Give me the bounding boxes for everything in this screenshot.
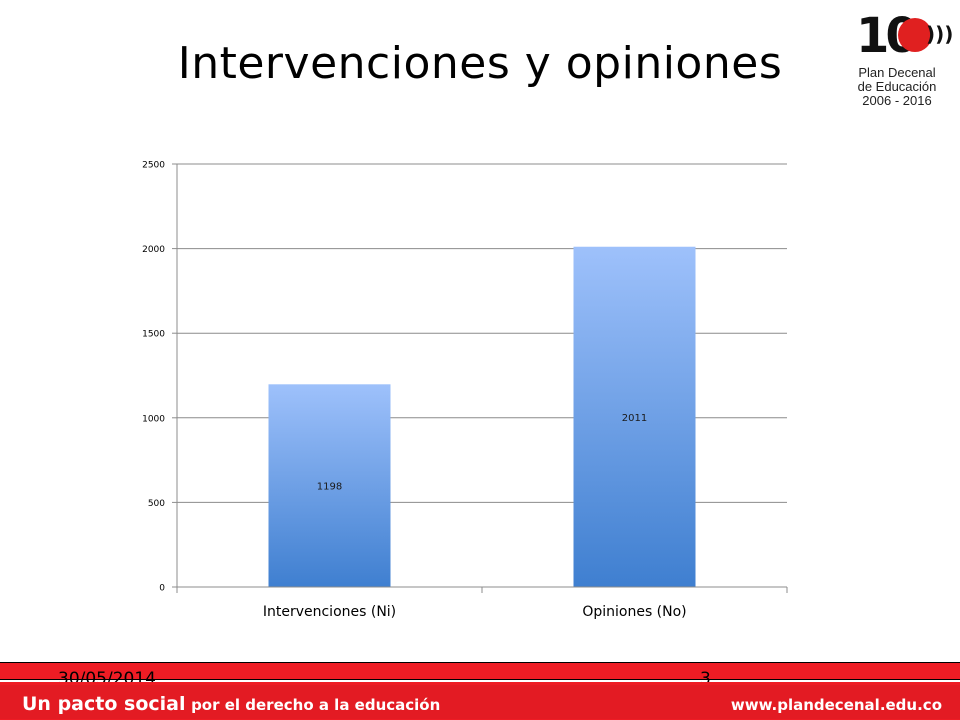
chart-axes: 0 500 1000 1500 2000 2500 Intervenciones (Ni) O…: [142, 161, 788, 620]
plan-decenal-logo: 10 ))) Plan Decenal de Educación 2006 - …: [838, 8, 954, 116]
y-tick-label: 0: [159, 584, 165, 594]
data-label: 1198: [317, 482, 342, 493]
x-category-label: Intervenciones (Ni): [263, 604, 396, 620]
bar: [573, 246, 696, 587]
chart-bars: 1198 2011: [268, 246, 696, 587]
logo-line-1: Plan Decenal: [858, 65, 936, 80]
website-link[interactable]: www.plandecenal.edu.co: [730, 696, 942, 714]
footer-page-number: 3: [700, 670, 711, 682]
tagline-main: Un pacto social: [22, 693, 186, 715]
logo-face-icon: [898, 18, 932, 52]
y-tick-label: 1500: [142, 330, 165, 340]
y-tick-label: 2000: [142, 245, 165, 255]
sound-waves-icon: ))): [926, 22, 954, 46]
tagline-rest: por el derecho a la educación: [191, 696, 441, 714]
y-tick-label: 1000: [142, 414, 165, 424]
data-label: 2011: [622, 413, 647, 424]
x-category-label: Opiniones (No): [582, 604, 686, 620]
logo-text: Plan Decenal de Educación 2006 - 2016: [842, 66, 952, 108]
logo-line-2: de Educación: [857, 79, 937, 94]
y-tick-label: 500: [148, 499, 165, 509]
y-tick-label: 2500: [142, 161, 165, 171]
bar-chart: 1198 2011 0 500 1000 1500 2000 2500 Intervencio…: [142, 161, 788, 620]
slide-title: Intervenciones y opiniones: [177, 38, 783, 89]
footer-date: 30/05/2014: [58, 670, 156, 682]
footer-stripe: [0, 662, 960, 680]
logo-line-3: 2006 - 2016: [862, 93, 932, 108]
footer-bar-inner: Un pacto social por el derecho a la educ…: [0, 685, 960, 719]
footer-bar: Un pacto social por el derecho a la educ…: [0, 682, 960, 720]
footer-tagline: Un pacto social por el derecho a la educ…: [22, 693, 440, 715]
bar: [268, 384, 391, 587]
